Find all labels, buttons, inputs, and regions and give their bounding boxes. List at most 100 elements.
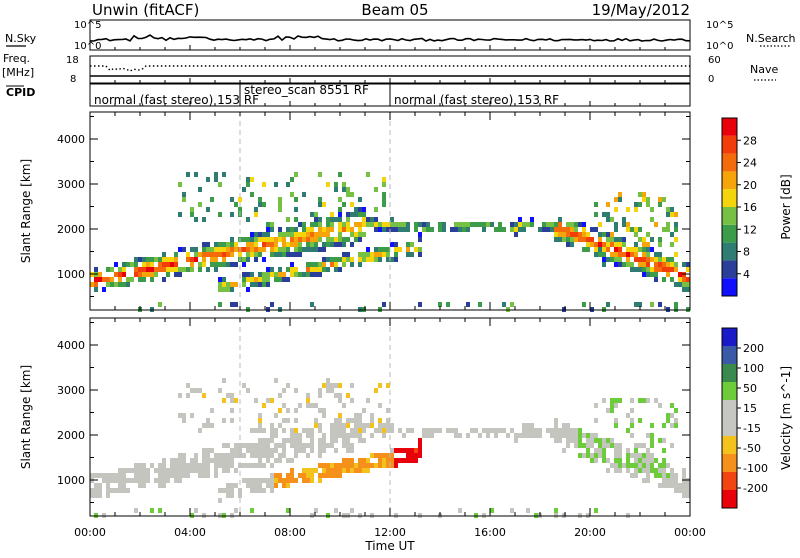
echo-cell	[654, 398, 658, 403]
echo-cell	[314, 418, 318, 423]
echo-cell	[334, 508, 338, 513]
echo-cell	[554, 237, 558, 242]
echo-cell	[674, 212, 678, 217]
echo-cell	[234, 262, 238, 267]
echo-cell	[338, 398, 342, 403]
echo-cell	[230, 393, 234, 398]
echo-cell	[326, 182, 330, 187]
echo-cell	[346, 257, 350, 262]
echo-cell	[306, 393, 310, 398]
echo-cell	[454, 428, 458, 433]
echo-cell	[394, 463, 398, 468]
echo-cell	[282, 232, 286, 237]
echo-cell	[294, 478, 298, 483]
echo-cell	[174, 272, 178, 277]
echo-cell	[622, 463, 626, 468]
echo-cell	[198, 252, 202, 257]
echo-cell	[346, 423, 350, 428]
echo-cell	[406, 227, 410, 232]
echo-cell	[602, 443, 606, 448]
echo-cell	[638, 257, 642, 262]
echo-cell	[318, 448, 322, 453]
echo-cell	[394, 252, 398, 257]
echo-cell	[218, 282, 222, 287]
echo-cell	[502, 302, 506, 307]
echo-cell	[290, 192, 294, 197]
echo-cell	[342, 257, 346, 262]
nave-label: Nave	[750, 63, 778, 76]
echo-cell	[410, 252, 414, 257]
echo-cell	[630, 262, 634, 267]
echo-cell	[390, 423, 394, 428]
echo-cell	[578, 453, 582, 458]
echo-cell	[310, 443, 314, 448]
echo-cell	[294, 242, 298, 247]
echo-cell	[158, 463, 162, 468]
echo-cell	[322, 247, 326, 252]
echo-cell	[558, 222, 562, 227]
echo-cell	[446, 428, 450, 433]
echo-cell	[250, 177, 254, 182]
echo-cell	[326, 242, 330, 247]
echo-cell	[342, 458, 346, 463]
echo-cell	[278, 227, 282, 232]
echo-cell	[550, 222, 554, 227]
echo-cell	[278, 202, 282, 207]
echo-cell	[254, 478, 258, 483]
echo-cell	[270, 478, 274, 483]
echo-cell	[630, 433, 634, 438]
echo-cell	[254, 232, 258, 237]
echo-cell	[246, 388, 250, 393]
echo-cell	[514, 222, 518, 227]
echo-cell	[266, 453, 270, 458]
echo-cell	[402, 433, 406, 438]
echo-cell	[254, 488, 258, 493]
echo-cell	[454, 433, 458, 438]
echo-cell	[338, 383, 342, 388]
echo-cell	[106, 473, 110, 478]
echo-cell	[278, 478, 282, 483]
echo-cell	[350, 398, 354, 403]
echo-cell	[662, 257, 666, 262]
echo-cell	[218, 488, 222, 493]
echo-cell	[654, 468, 658, 473]
echo-cell	[526, 428, 530, 433]
echo-cell	[330, 428, 334, 433]
echo-cell	[162, 262, 166, 267]
echo-cell	[674, 237, 678, 242]
echo-cell	[558, 433, 562, 438]
echo-cell	[314, 267, 318, 272]
echo-cell	[450, 227, 454, 232]
echo-cell	[594, 458, 598, 463]
echo-cell	[634, 468, 638, 473]
echo-cell	[386, 247, 390, 252]
echo-cell	[126, 488, 130, 493]
echo-cell	[406, 242, 410, 247]
time-axis-label: Time UT	[364, 539, 415, 553]
echo-cell	[586, 232, 590, 237]
echo-cell	[254, 237, 258, 242]
echo-cell	[490, 222, 494, 227]
echo-cell	[158, 473, 162, 478]
echo-cell	[210, 423, 214, 428]
echo-cell	[662, 262, 666, 267]
echo-cell	[206, 252, 210, 257]
echo-cell	[118, 478, 122, 483]
echo-cell	[270, 438, 274, 443]
echo-cell	[266, 478, 270, 483]
echo-cell	[218, 463, 222, 468]
echo-cell	[318, 443, 322, 448]
colorbar-tick-label: -50	[743, 442, 761, 455]
echo-cell	[222, 463, 226, 468]
echo-cell	[602, 232, 606, 237]
echo-cell	[370, 463, 374, 468]
echo-cell	[250, 282, 254, 287]
echo-cell	[262, 247, 266, 252]
echo-cell	[342, 433, 346, 438]
echo-cell	[658, 403, 662, 408]
echo-cell	[602, 262, 606, 267]
echo-cell	[362, 232, 366, 237]
echo-cell	[210, 247, 214, 252]
echo-cell	[418, 448, 422, 453]
